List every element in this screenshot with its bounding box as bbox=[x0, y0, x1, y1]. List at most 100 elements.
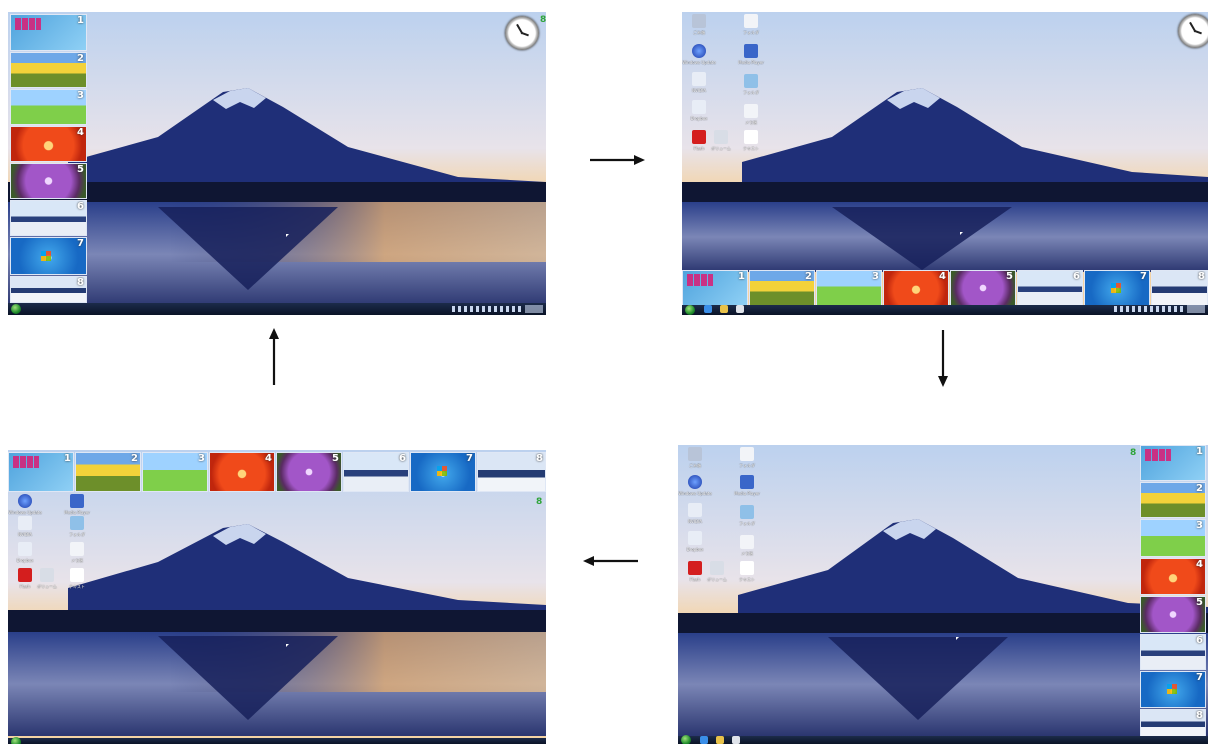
taskbar bbox=[678, 735, 1208, 744]
desktop-icon-notepad[interactable]: メモ帳 bbox=[60, 542, 94, 563]
gadget-badge: 8 bbox=[540, 15, 546, 25]
desktop-icon-volume[interactable]: ボリューム bbox=[704, 130, 738, 151]
desktop-icon-notepad[interactable]: メモ帳 bbox=[734, 104, 768, 125]
thumbnail-8[interactable]: 8 bbox=[10, 276, 87, 303]
desktop-icon-flash[interactable]: Flash bbox=[678, 561, 712, 582]
desktop-icon-notepad[interactable]: メモ帳 bbox=[730, 535, 764, 556]
clock-gadget[interactable] bbox=[505, 16, 539, 50]
desktop-icon-folder-2[interactable]: フォルダ bbox=[730, 505, 764, 526]
taskbar bbox=[8, 737, 546, 744]
desktop-icon-dropbox[interactable]: Dropbox bbox=[682, 100, 716, 121]
thumbnail-2[interactable]: 2 bbox=[10, 52, 87, 88]
desktop-icon-media-player[interactable]: Media Player bbox=[734, 44, 768, 65]
thumbnail-4[interactable]: 4 bbox=[883, 270, 949, 306]
start-button-icon[interactable] bbox=[685, 305, 695, 315]
start-button-icon[interactable] bbox=[11, 737, 21, 744]
desktop-icon-windows-update[interactable]: Windows Update bbox=[682, 44, 716, 65]
thumbnail-5[interactable]: 5 bbox=[1140, 596, 1206, 633]
desktop-icon-nvidia[interactable]: NVIDIA bbox=[682, 72, 716, 93]
explorer-icon[interactable] bbox=[716, 736, 724, 744]
ie-icon[interactable] bbox=[700, 736, 708, 744]
windows7-logo-icon bbox=[1166, 684, 1177, 695]
mouse-cursor bbox=[286, 234, 289, 237]
desktop-icon-text[interactable]: テキスト bbox=[60, 568, 94, 589]
desktop-icon-dropbox[interactable]: Dropbox bbox=[678, 531, 712, 552]
thumbnail-8[interactable]: 8 bbox=[1151, 270, 1208, 306]
desktop-icon-windows-update[interactable]: Windows Update bbox=[8, 494, 42, 515]
explorer-icon[interactable] bbox=[720, 305, 728, 313]
taskbar-clock[interactable] bbox=[525, 305, 543, 313]
taskbar-clock[interactable] bbox=[1187, 305, 1205, 313]
thumbnail-4[interactable]: 4 bbox=[209, 452, 275, 492]
desktop-icon-windows-update[interactable]: Windows Update bbox=[678, 475, 712, 496]
wallpaper-mount-fuji bbox=[678, 445, 1208, 744]
thumbnail-6[interactable]: 6 bbox=[10, 200, 87, 236]
thumbnail-3[interactable]: 3 bbox=[1140, 519, 1206, 557]
media-icon[interactable] bbox=[732, 736, 740, 744]
thumbnail-1[interactable]: 1 bbox=[10, 14, 87, 51]
media-icon[interactable] bbox=[736, 305, 744, 313]
thumbnail-7[interactable]: 7 bbox=[10, 237, 87, 275]
tile-start-screen-icon bbox=[15, 18, 41, 30]
desktop-icon-folder-2[interactable]: フォルダ bbox=[734, 74, 768, 95]
desktop-icon-text[interactable]: テキスト bbox=[730, 561, 764, 582]
windows7-logo-icon bbox=[41, 250, 51, 261]
gadget-badge: 8 bbox=[536, 497, 543, 507]
thumbnail-1[interactable]: 1 bbox=[1140, 445, 1206, 481]
desktop-icon-volume[interactable]: ボリューム bbox=[30, 568, 64, 589]
clock-gadget[interactable] bbox=[1178, 14, 1208, 48]
desktop-icon-recycle-bin[interactable]: ごみ箱 bbox=[682, 14, 716, 35]
thumbnail-2[interactable]: 2 bbox=[75, 452, 141, 492]
thumbnail-1[interactable]: 1 bbox=[8, 452, 74, 492]
wallpaper-mount-fuji bbox=[8, 450, 546, 744]
mouse-cursor bbox=[286, 644, 289, 647]
thumbnail-2[interactable]: 2 bbox=[749, 270, 815, 306]
desktop-icon-flash[interactable]: Flash bbox=[8, 568, 42, 589]
left-arrow-icon bbox=[583, 556, 638, 566]
thumbnail-6[interactable]: 6 bbox=[343, 452, 409, 492]
thumbnail-1[interactable]: 1 bbox=[682, 270, 748, 306]
thumbnail-6[interactable]: 6 bbox=[1140, 634, 1206, 670]
thumbnail-8[interactable]: 8 bbox=[477, 452, 546, 492]
thumbnail-8[interactable]: 8 bbox=[1140, 709, 1206, 737]
thumbnail-5[interactable]: 5 bbox=[10, 163, 87, 199]
desktop-icon-recycle-bin[interactable]: ごみ箱 bbox=[678, 447, 712, 468]
desktop-icon-flash[interactable]: Flash bbox=[682, 130, 716, 151]
desktop-icon-folder-2[interactable]: フォルダ bbox=[60, 516, 94, 537]
thumbnail-7[interactable]: 7 bbox=[1084, 270, 1150, 306]
thumbnail-5[interactable]: 5 bbox=[276, 452, 342, 492]
wallpaper-mount-fuji bbox=[8, 12, 546, 315]
desktop-icon-media-player[interactable]: Media Player bbox=[60, 494, 94, 515]
right-arrow-icon bbox=[590, 155, 645, 165]
thumbnail-4[interactable]: 4 bbox=[10, 126, 87, 162]
thumbnail-2[interactable]: 2 bbox=[1140, 482, 1206, 518]
thumbnail-7[interactable]: 7 bbox=[1140, 671, 1206, 708]
start-button-icon[interactable] bbox=[11, 304, 21, 314]
desktop-icon-folder[interactable]: フォルダ bbox=[734, 14, 768, 35]
down-arrow-icon bbox=[938, 330, 948, 387]
taskbar bbox=[682, 305, 1208, 315]
taskbar bbox=[8, 303, 546, 315]
tile-start-screen-icon bbox=[1145, 449, 1171, 461]
desktop-icon-dropbox[interactable]: Dropbox bbox=[8, 542, 42, 563]
thumbnail-3[interactable]: 3 bbox=[816, 270, 882, 306]
screenshot-strip-left: 8 1 2 3 4 5 6 7 8 bbox=[8, 12, 546, 315]
desktop-icon-media-player[interactable]: Media Player bbox=[730, 475, 764, 496]
thumbnail-6[interactable]: 6 bbox=[1017, 270, 1083, 306]
desktop-icon-volume[interactable]: ボリューム bbox=[700, 561, 734, 582]
desktop-icon-text[interactable]: テキスト bbox=[734, 130, 768, 151]
mouse-cursor bbox=[956, 637, 959, 640]
ie-icon[interactable] bbox=[704, 305, 712, 313]
thumbnail-4[interactable]: 4 bbox=[1140, 558, 1206, 595]
thumbnail-7[interactable]: 7 bbox=[410, 452, 476, 492]
desktop-icon-folder[interactable]: フォルダ bbox=[730, 447, 764, 468]
thumbnail-5[interactable]: 5 bbox=[950, 270, 1016, 306]
thumbnail-3[interactable]: 3 bbox=[142, 452, 208, 492]
desktop-icon-nvidia[interactable]: NVIDIA bbox=[678, 503, 712, 524]
gadget-badge: 8 bbox=[1130, 448, 1137, 458]
thumbnail-3[interactable]: 3 bbox=[10, 89, 87, 125]
system-tray-icons[interactable] bbox=[452, 306, 522, 312]
desktop-icon-nvidia[interactable]: NVIDIA bbox=[8, 516, 42, 537]
start-button-icon[interactable] bbox=[681, 735, 691, 744]
system-tray-icons[interactable] bbox=[1114, 306, 1184, 312]
